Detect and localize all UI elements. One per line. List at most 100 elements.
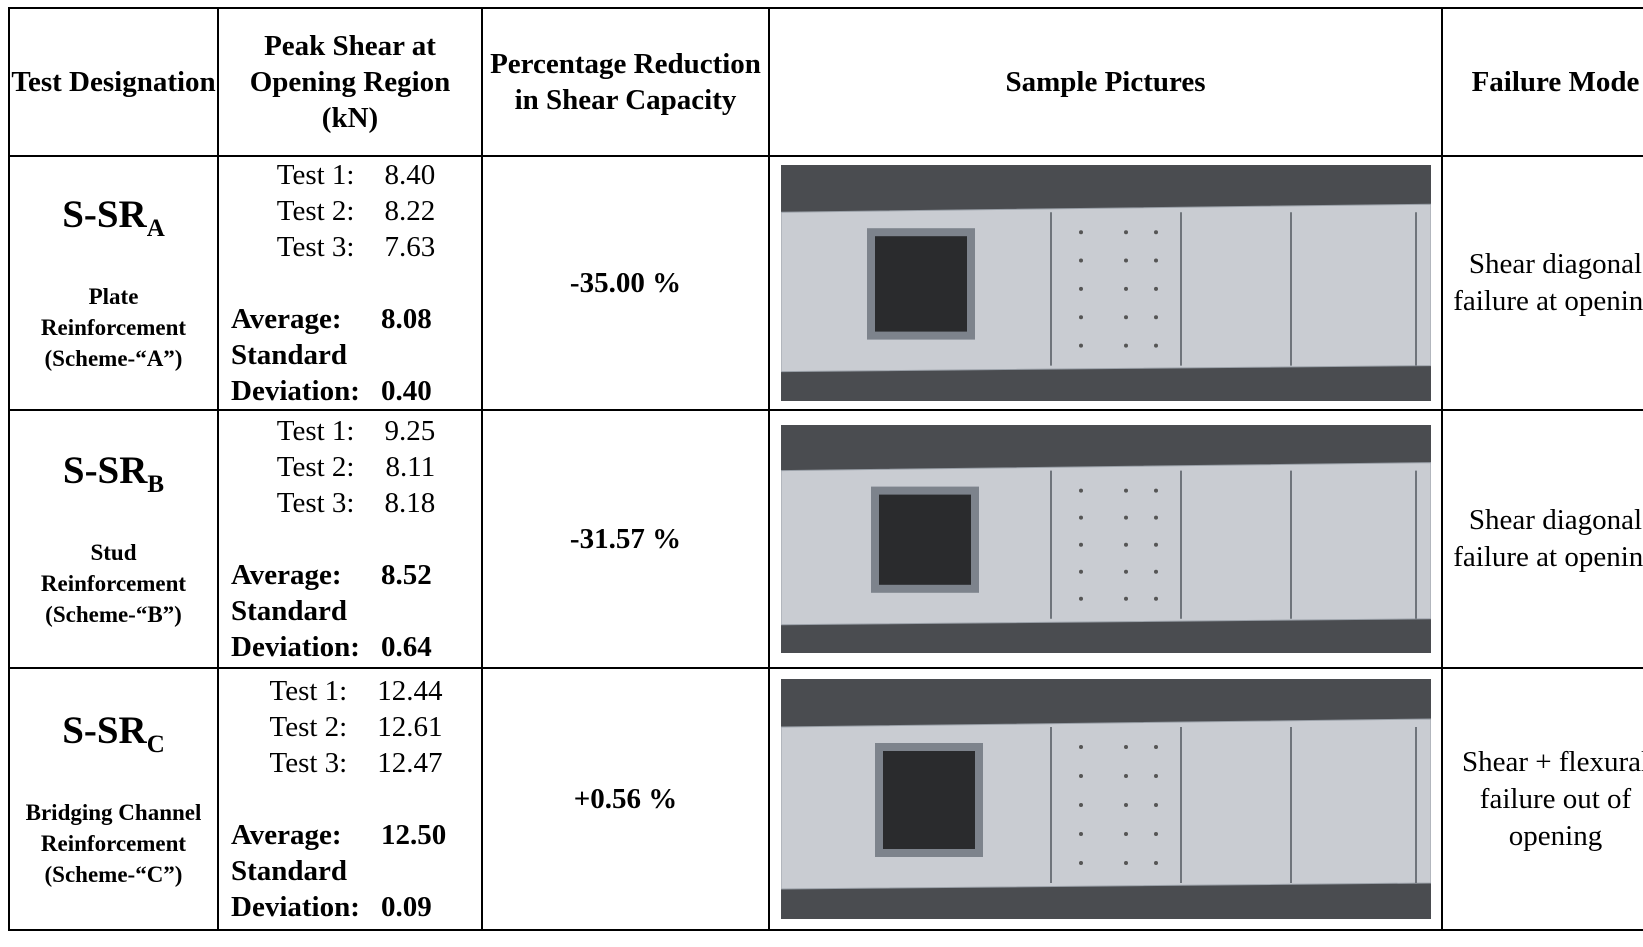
screw [1078, 542, 1083, 547]
scheme: Plate Reinforcement (Scheme-“A”) [40, 283, 187, 371]
screw [1123, 569, 1128, 574]
test-value: 9.25 [384, 415, 436, 447]
designation: S-SRA [10, 192, 217, 243]
screw [1153, 569, 1158, 574]
std-label: Standard Deviation: [231, 339, 360, 407]
screw [1078, 745, 1083, 749]
std-label: Standard Deviation: [231, 595, 360, 663]
screw [1153, 515, 1158, 520]
test-label: Test 3: [276, 487, 355, 519]
screw [1078, 803, 1083, 807]
screw [1123, 343, 1128, 348]
scheme: Stud Reinforcement (Scheme-“B”) [40, 539, 187, 627]
screw [1123, 745, 1128, 749]
summary: Average: 8.52 Standard Deviation: 0.64 [231, 557, 481, 665]
column-header: Peak Shear at Opening Region (kN) [217, 7, 483, 157]
designation-base: S-SR [62, 449, 148, 493]
average-value: 12.50 [381, 819, 447, 851]
test-list: Test 1: 9.25 Test 2: 8.11 Test 3: 8.18 [231, 413, 481, 521]
screw [1153, 258, 1158, 263]
picture-cell [768, 409, 1443, 669]
designation-cell: S-SRB Stud Reinforcement (Scheme-“B”) [8, 409, 219, 669]
test-value: 8.40 [384, 159, 436, 191]
test-label: Test 3: [269, 747, 348, 779]
opening [874, 743, 983, 857]
sample-photo [780, 165, 1431, 401]
sample-photo [780, 425, 1431, 653]
std-value: 0.64 [381, 631, 432, 663]
test-value: 8.22 [384, 195, 436, 227]
column-header: Percentage Reduction in Shear Capacity [481, 7, 770, 157]
screw [1123, 596, 1128, 601]
screw [1078, 515, 1083, 520]
picture-cell [768, 155, 1443, 411]
screw [1123, 832, 1128, 836]
results-table: Test Designation Peak Shear at Opening Re… [8, 7, 1643, 931]
screw [1153, 774, 1158, 778]
designation-subscript: C [146, 730, 165, 758]
opening [866, 228, 975, 340]
screw [1078, 861, 1083, 865]
screw [1123, 230, 1128, 235]
screw [1123, 774, 1128, 778]
designation-base: S-SR [62, 709, 147, 753]
screw [1153, 230, 1158, 235]
average-label: Average: [231, 559, 342, 591]
average-value: 8.08 [381, 303, 432, 335]
test-list: Test 1: 12.44 Test 2: 12.61 Test 3: 12.47 [231, 673, 481, 781]
screw [1123, 488, 1128, 493]
test-value: 12.47 [377, 747, 443, 779]
sample-photo [780, 679, 1431, 919]
header-row: Test Designation Peak Shear at Opening Re… [8, 7, 1643, 157]
screw [1078, 343, 1083, 348]
reduction: +0.56 % [481, 667, 770, 931]
peak-shear-cell: Test 1: 8.40 Test 2: 8.22 Test 3: 7.63 Average… [217, 155, 483, 411]
screw [1153, 286, 1158, 291]
screw [1123, 315, 1128, 320]
peak-shear-cell: Test 1: 9.25 Test 2: 8.11 Test 3: 8.18 Average… [217, 409, 483, 669]
screw [1153, 745, 1158, 749]
screw [1078, 286, 1083, 291]
screw [1123, 515, 1128, 520]
designation-cell: S-SRA Plate Reinforcement (Scheme-“A”) [8, 155, 219, 411]
screw [1123, 861, 1128, 865]
screw [1123, 542, 1128, 547]
test-label: Test 3: [276, 231, 355, 263]
designation-subscript: B [147, 470, 165, 498]
screw [1123, 286, 1128, 291]
summary: Average: 12.50 Standard Deviation: 0.09 [231, 817, 481, 925]
failure-mode: Shear diagonal failure at opening [1441, 155, 1643, 411]
column-header: Sample Pictures [768, 7, 1443, 157]
test-label: Test 1: [276, 415, 355, 447]
test-value: 12.61 [377, 711, 443, 743]
std-value: 0.40 [381, 375, 432, 407]
std-value: 0.09 [381, 891, 432, 923]
screw [1123, 258, 1128, 263]
screw [1078, 230, 1083, 235]
std-label: Standard Deviation: [231, 855, 360, 923]
designation: S-SRC [10, 708, 217, 759]
screw [1153, 315, 1158, 320]
screw [1078, 774, 1083, 778]
reduction: -31.57 % [481, 409, 770, 669]
test-value: 8.11 [385, 451, 436, 483]
test-label: Test 1: [269, 675, 348, 707]
screw [1153, 343, 1158, 348]
column-header: Failure Mode [1441, 7, 1643, 157]
screw [1078, 315, 1083, 320]
average-label: Average: [231, 819, 342, 851]
test-label: Test 1: [276, 159, 355, 191]
screw [1078, 832, 1083, 836]
table-body: S-SRA Plate Reinforcement (Scheme-“A”) Tes… [8, 155, 1643, 931]
reduction: -35.00 % [481, 155, 770, 411]
screw [1153, 596, 1158, 601]
test-value: 7.63 [384, 231, 436, 263]
test-list: Test 1: 8.40 Test 2: 8.22 Test 3: 7.63 [231, 157, 481, 265]
picture-cell [768, 667, 1443, 931]
failure-mode: Shear diagonal failure at opening [1441, 409, 1643, 669]
table-row: S-SRA Plate Reinforcement (Scheme-“A”) Tes… [8, 155, 1643, 411]
designation-cell: S-SRC Bridging Channel Reinforcement (Sch… [8, 667, 219, 931]
table-row: S-SRC Bridging Channel Reinforcement (Sch… [8, 667, 1643, 931]
screw [1153, 861, 1158, 865]
